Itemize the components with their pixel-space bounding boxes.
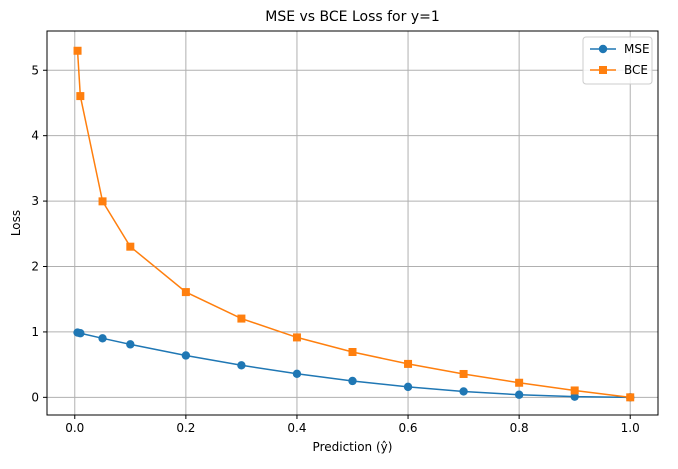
x-tick-label: 0.6	[398, 421, 417, 435]
series-mse	[73, 328, 635, 402]
data-point-bce	[626, 393, 635, 402]
y-tick-label: 3	[31, 194, 39, 208]
x-tick-label: 0.4	[287, 421, 306, 435]
data-point-mse	[181, 351, 191, 360]
data-point-bce	[76, 92, 85, 101]
chart-title: MSE vs BCE Loss for y=1	[265, 9, 440, 25]
data-point-bce	[515, 378, 524, 387]
y-tick-label: 2	[31, 260, 39, 274]
series-line-mse	[77, 331, 631, 399]
series-lines	[73, 46, 635, 402]
data-point-mse	[403, 382, 413, 392]
x-tick-label: 0.2	[176, 421, 195, 435]
data-point-bce	[570, 386, 579, 395]
data-point-bce	[126, 242, 135, 251]
y-tick-label: 5	[31, 63, 39, 77]
data-point-mse	[292, 369, 302, 378]
data-point-mse	[76, 329, 85, 338]
y-tick-label: 1	[31, 325, 39, 339]
legend-label-mse: MSE	[624, 42, 650, 56]
x-axis-title: Prediction (ŷ)	[313, 440, 393, 454]
data-point-bce	[459, 369, 468, 378]
x-tick-label: 0.8	[510, 421, 529, 435]
data-point-bce	[98, 197, 107, 206]
x-tick-label: 0.0	[65, 421, 84, 435]
data-point-bce	[348, 348, 357, 357]
series-bce	[73, 46, 635, 402]
legend: MSE BCE	[582, 36, 653, 85]
data-point-bce	[237, 314, 246, 323]
x-tick-label: 1.0	[621, 421, 640, 435]
data-point-bce	[181, 288, 190, 297]
data-point-bce	[292, 333, 301, 342]
series-line-bce	[76, 50, 631, 399]
y-tick-label: 0	[31, 390, 39, 404]
legend-label-bce: BCE	[624, 63, 648, 77]
data-point-mse	[348, 376, 357, 386]
y-axis-title: Loss	[9, 210, 23, 236]
data-point-mse	[237, 361, 246, 370]
data-point-bce	[404, 359, 413, 368]
data-point-mse	[570, 392, 579, 401]
legend-marker-bce	[599, 66, 607, 74]
data-point-mse	[98, 334, 107, 343]
plot-area	[46, 30, 659, 416]
data-point-mse	[126, 340, 135, 349]
grid	[47, 31, 658, 415]
data-point-mse	[459, 387, 468, 396]
y-tick-label: 4	[31, 129, 39, 143]
data-point-bce	[73, 46, 82, 55]
axis-ticks: 0.0 0.2 0.4 0.6 0.8 1.0 0 1 2 3 4 5	[31, 63, 639, 435]
legend-marker-mse	[598, 44, 608, 54]
data-point-mse	[514, 390, 524, 399]
